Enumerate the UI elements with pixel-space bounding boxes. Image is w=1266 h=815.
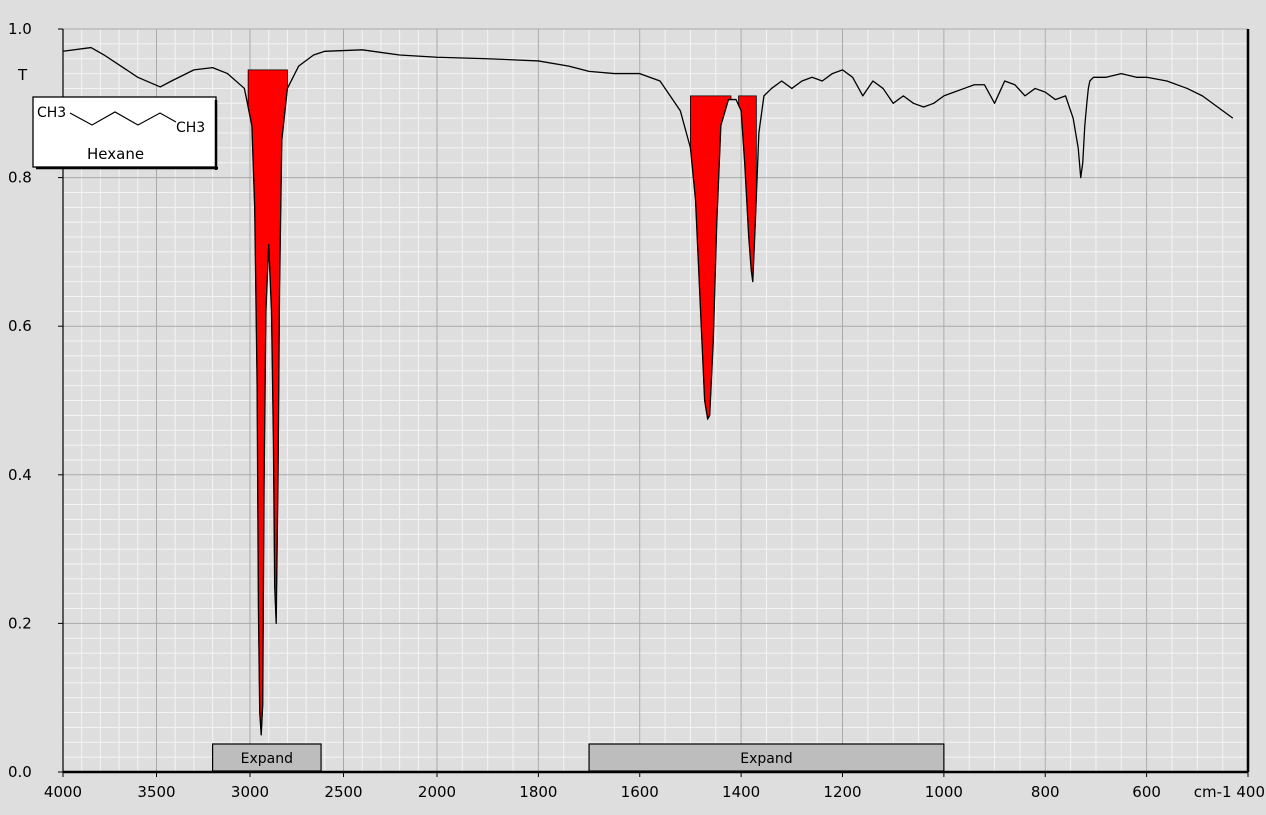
x-axis-tick-labels: 4000 3500 3000 2500 2000 1800 1600 1400 1200 1000…: [44, 772, 1265, 801]
expand-button-label: Expand: [241, 751, 293, 767]
expand-button[interactable]: Expand: [588, 743, 945, 772]
transmittance-line: [62, 46, 1234, 736]
x-tick-label: 3000: [231, 783, 269, 801]
structure-box-frame: [32, 96, 217, 168]
structure-left-group: CH3: [37, 105, 66, 121]
x-tick-label: 2000: [418, 783, 456, 801]
x-tick-label: 1800: [519, 783, 557, 801]
structure-right-group: CH3: [176, 120, 205, 136]
y-tick-label: 0.0: [8, 763, 32, 781]
expand-button[interactable]: Expand: [212, 743, 322, 772]
expand-button-frame[interactable]: [212, 743, 322, 772]
x-tick-label: cm-1 400: [1194, 783, 1265, 801]
y-tick-label: 0.8: [8, 169, 32, 187]
y-tick-label: 0.4: [8, 466, 32, 484]
y-tick-label: 1.0: [8, 20, 32, 38]
hexane-chain-bonds: [69, 111, 177, 126]
y-axis-tick-labels: 0.0 0.2 0.4 0.6 0.8 1.0: [8, 20, 63, 781]
expand-button-label: Expand: [740, 751, 792, 767]
expand-buttons: Expand Expand: [212, 743, 945, 772]
structure-box: CH3 CH3 Hexane: [32, 96, 218, 170]
expand-button-frame[interactable]: [588, 743, 945, 772]
y-tick-label: 0.2: [8, 614, 32, 632]
y-axis-label: T: [17, 66, 28, 84]
x-tick-label: 1400: [722, 783, 760, 801]
structure-compound-name: Hexane: [87, 145, 144, 163]
x-tick-label: 2500: [324, 783, 362, 801]
x-tick-label: 1000: [925, 783, 963, 801]
x-tick-label: 1200: [823, 783, 861, 801]
axes: [62, 28, 1250, 774]
x-tick-label: 3500: [137, 783, 175, 801]
x-tick-label: 600: [1132, 783, 1161, 801]
x-tick-label: 4000: [44, 783, 82, 801]
y-tick-label: 0.6: [8, 317, 32, 335]
x-tick-label: 800: [1031, 783, 1060, 801]
spectrum-series: [62, 46, 1234, 736]
x-tick-label: 1600: [621, 783, 659, 801]
